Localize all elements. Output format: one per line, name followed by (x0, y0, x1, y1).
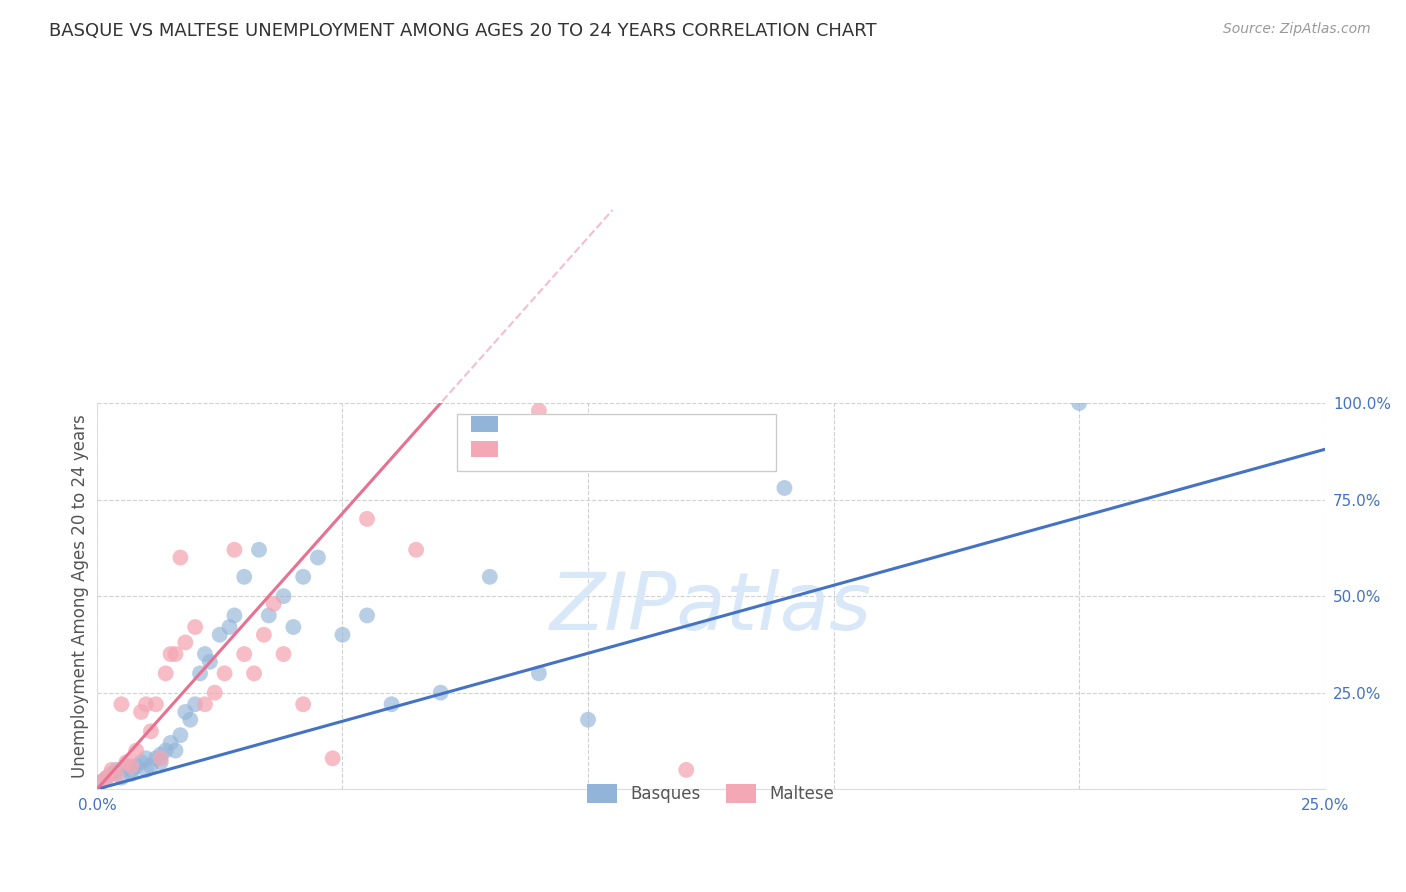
Point (224, 542, 246, 557)
Point (292, 698, 315, 712)
Point (257, 608, 280, 623)
Point (129, 705, 152, 719)
Point (105, 763, 128, 777)
Point (1069, 396, 1091, 410)
Point (129, 755, 152, 769)
Point (169, 728, 191, 742)
Point (179, 713, 201, 727)
Point (576, 713, 599, 727)
Point (773, 481, 796, 495)
Point (120, 763, 142, 777)
Point (149, 747, 172, 762)
Point (174, 635, 197, 649)
Point (188, 666, 211, 681)
Point (204, 686, 226, 700)
Point (115, 759, 138, 773)
Point (307, 550, 329, 565)
Point (184, 698, 207, 712)
Point (139, 724, 162, 739)
Point (247, 542, 270, 557)
FancyBboxPatch shape (471, 417, 498, 433)
Point (155, 666, 177, 681)
Point (184, 620, 207, 634)
Legend: Basques, Maltese: Basques, Maltese (581, 777, 841, 810)
Point (96, 771, 118, 785)
Point (356, 608, 378, 623)
Point (273, 647, 295, 661)
FancyBboxPatch shape (457, 414, 776, 471)
Point (110, 698, 132, 712)
Point (332, 628, 354, 642)
Point (159, 647, 181, 661)
Point (155, 743, 177, 757)
Point (283, 620, 305, 634)
Point (159, 736, 181, 750)
Point (478, 570, 501, 584)
Point (139, 759, 162, 773)
Point (125, 759, 148, 773)
Text: ZIPatlas: ZIPatlas (550, 569, 872, 647)
Point (149, 755, 172, 769)
Text: R = 0.616: R = 0.616 (513, 416, 612, 434)
Point (149, 751, 172, 765)
Point (105, 766, 128, 780)
FancyBboxPatch shape (471, 442, 498, 458)
Point (115, 755, 138, 769)
Point (273, 589, 295, 603)
Point (125, 743, 148, 757)
Point (145, 698, 167, 712)
Point (165, 743, 187, 757)
Point (233, 647, 256, 661)
Point (96, 771, 118, 785)
Point (243, 666, 266, 681)
Point (356, 512, 378, 526)
Point (135, 698, 157, 712)
Text: Source: ZipAtlas.com: Source: ZipAtlas.com (1223, 22, 1371, 37)
Point (194, 647, 217, 661)
Point (224, 608, 246, 623)
Point (174, 705, 197, 719)
Point (527, 666, 550, 681)
Point (100, 766, 122, 780)
Text: N = 45: N = 45 (630, 416, 697, 434)
Text: BASQUE VS MALTESE UNEMPLOYMENT AMONG AGES 20 TO 24 YEARS CORRELATION CHART: BASQUE VS MALTESE UNEMPLOYMENT AMONG AGE… (49, 22, 877, 40)
Point (214, 666, 236, 681)
Point (169, 550, 191, 565)
Point (208, 628, 231, 642)
Point (322, 751, 344, 765)
Point (527, 403, 550, 417)
Point (198, 655, 221, 669)
Point (292, 570, 315, 584)
Point (165, 647, 187, 661)
Point (233, 570, 256, 584)
Point (218, 620, 240, 634)
Point (675, 763, 697, 777)
Point (90, 774, 112, 789)
Text: R = 0.723: R = 0.723 (513, 441, 612, 458)
Point (135, 751, 157, 765)
Point (194, 698, 217, 712)
Point (100, 763, 122, 777)
Point (135, 763, 157, 777)
Text: N = 34: N = 34 (630, 441, 697, 458)
Point (405, 542, 427, 557)
Point (120, 759, 142, 773)
Point (145, 751, 167, 765)
Point (90, 774, 112, 789)
Point (263, 597, 285, 611)
Point (110, 771, 132, 785)
Point (380, 698, 402, 712)
Point (120, 766, 142, 780)
Point (253, 628, 276, 642)
Y-axis label: Unemployment Among Ages 20 to 24 years: Unemployment Among Ages 20 to 24 years (72, 414, 89, 778)
Point (429, 686, 451, 700)
